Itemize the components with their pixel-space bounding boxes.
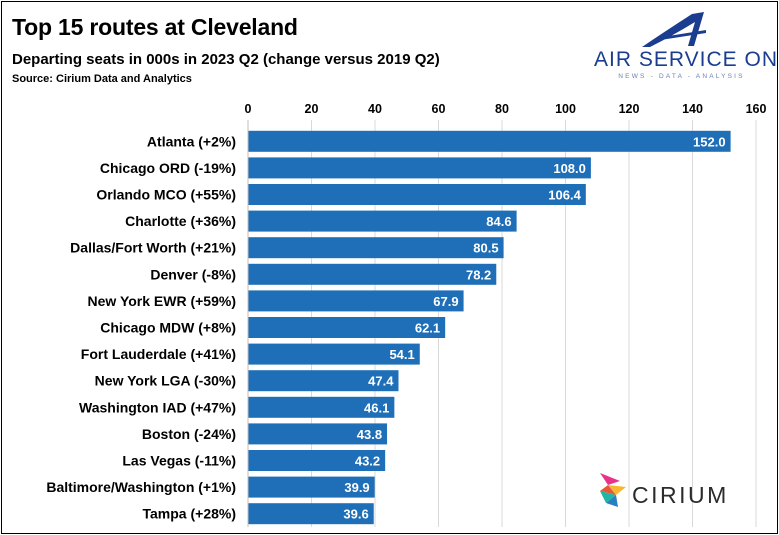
category-label: Boston (-24%) — [142, 426, 236, 442]
bar-value-label: 84.6 — [486, 214, 511, 229]
bar-value-label: 152.0 — [693, 134, 726, 149]
bar-value-label: 106.4 — [548, 188, 581, 203]
bar-value-label: 78.2 — [466, 267, 491, 282]
bar — [248, 476, 375, 498]
bar-value-label: 43.2 — [355, 454, 380, 469]
bar — [248, 237, 504, 259]
x-tick-label: 100 — [555, 102, 576, 116]
bar — [248, 130, 731, 152]
x-tick-label: 60 — [432, 102, 446, 116]
bar — [248, 343, 420, 365]
category-label: Tampa (+28%) — [143, 506, 237, 522]
x-tick-label: 120 — [619, 102, 640, 116]
category-label: Charlotte (+36%) — [125, 213, 236, 229]
category-label: Atlanta (+2%) — [147, 133, 236, 149]
chart-source: Source: Cirium Data and Analytics — [12, 73, 192, 85]
x-tick-label: 20 — [305, 102, 319, 116]
category-label: Dallas/Fort Worth (+21%) — [70, 240, 236, 256]
chart-title: Top 15 routes at Cleveland — [12, 14, 298, 40]
cirium-logo: CIRIUM — [594, 467, 744, 517]
x-tick-label: 140 — [682, 102, 703, 116]
bar — [248, 290, 464, 312]
air-service-one-tagline: NEWS - DATA - ANALYSIS — [618, 73, 745, 80]
cirium-wordmark: CIRIUM — [632, 482, 729, 508]
bar — [248, 263, 497, 285]
bar — [248, 210, 517, 232]
category-label: New York LGA (-30%) — [95, 373, 236, 389]
bar-value-label: 80.5 — [473, 241, 498, 256]
category-label: Orlando MCO (+55%) — [96, 187, 236, 203]
stylized-a-icon — [642, 12, 706, 47]
category-label: Las Vegas (-11%) — [122, 453, 236, 469]
category-label: Chicago MDW (+8%) — [100, 320, 236, 336]
bar — [248, 157, 591, 179]
air-service-one-logo: AIR SERVICE ONE NEWS - DATA - ANALYSIS — [594, 10, 778, 85]
bar-value-label: 67.9 — [433, 294, 458, 309]
bar — [248, 423, 388, 445]
bar — [248, 370, 399, 392]
bar — [248, 396, 395, 418]
x-tick-label: 0 — [245, 102, 252, 116]
bar-value-label: 43.8 — [357, 427, 382, 442]
category-label: Chicago ORD (-19%) — [100, 160, 236, 176]
bar-value-label: 54.1 — [389, 347, 414, 362]
bar — [248, 450, 386, 471]
air-service-one-wordmark: AIR SERVICE ONE — [594, 48, 778, 71]
bar-value-label: 62.1 — [415, 321, 440, 336]
category-label: New York EWR (+59%) — [88, 293, 236, 309]
category-label: Baltimore/Washington (+1%) — [46, 479, 236, 495]
chart-subtitle: Departing seats in 000s in 2023 Q2 (chan… — [12, 51, 440, 68]
bar — [248, 503, 374, 525]
cirium-mark-icon — [600, 473, 626, 507]
bar-value-label: 108.0 — [553, 161, 586, 176]
category-label: Washington IAD (+47%) — [79, 399, 236, 415]
bar — [248, 184, 586, 205]
bar-value-label: 39.6 — [343, 507, 368, 522]
bar-value-label: 46.1 — [364, 400, 389, 415]
category-label: Denver (-8%) — [150, 266, 236, 282]
x-tick-label: 160 — [746, 102, 767, 116]
bar-value-label: 47.4 — [368, 374, 394, 389]
bar — [248, 317, 446, 338]
category-label: Fort Lauderdale (+41%) — [81, 346, 236, 362]
x-tick-label: 80 — [495, 102, 509, 116]
bar-value-label: 39.9 — [344, 480, 369, 495]
x-tick-label: 40 — [368, 102, 382, 116]
